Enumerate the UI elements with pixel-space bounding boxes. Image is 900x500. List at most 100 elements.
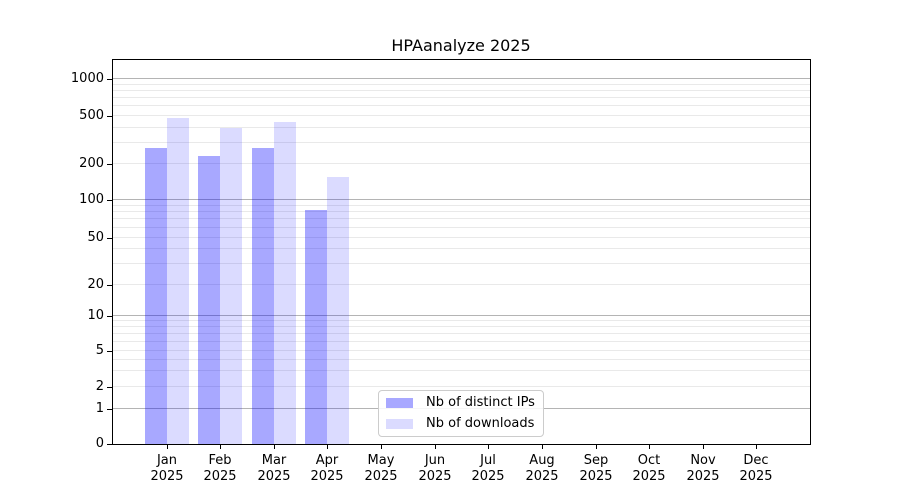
minor-gridline	[113, 326, 810, 327]
y-tick-mark	[107, 409, 112, 410]
minor-gridline	[113, 359, 810, 360]
x-tick-month: Nov	[690, 453, 716, 468]
x-tick-label: Apr 2025	[295, 453, 359, 484]
y-tick-label: 2	[95, 379, 104, 394]
y-tick-label: 50	[87, 230, 104, 245]
legend-label-downloads: Nb of downloads	[426, 415, 535, 431]
y-tick-label: 20	[87, 277, 104, 292]
bar-nb-of-downloads-mar	[274, 122, 296, 444]
bar-nb-of-distinct-ips-apr	[305, 210, 327, 444]
y-tick-mark	[107, 285, 112, 286]
x-tick-month: Aug	[529, 453, 555, 468]
y-tick-mark	[107, 79, 112, 80]
x-tick-mark	[542, 445, 543, 449]
x-tick-mark	[703, 445, 704, 449]
major-gridline	[113, 199, 810, 200]
x-tick-label: Nov 2025	[671, 453, 735, 484]
bar-nb-of-distinct-ips-jan	[145, 148, 167, 444]
x-tick-mark	[274, 445, 275, 449]
x-tick-year: 2025	[739, 468, 773, 484]
x-tick-label: May 2025	[349, 453, 413, 484]
minor-gridline	[113, 163, 810, 164]
x-tick-month: Sep	[583, 453, 609, 468]
y-tick-mark	[107, 444, 112, 445]
y-tick-label: 10	[87, 308, 104, 323]
x-tick-month: Jun	[424, 453, 446, 468]
minor-gridline	[113, 341, 810, 342]
x-tick-mark	[167, 445, 168, 449]
y-tick-label: 1	[95, 401, 104, 416]
legend: Nb of distinct IPs Nb of downloads	[378, 390, 544, 437]
legend-swatch-distinct-ips	[386, 398, 413, 409]
bar-nb-of-downloads-feb	[220, 128, 242, 444]
x-tick-year: 2025	[364, 468, 398, 484]
y-tick-mark	[107, 387, 112, 388]
y-tick-mark	[107, 116, 112, 117]
y-tick-label: 500	[79, 108, 104, 123]
x-tick-year: 2025	[686, 468, 720, 484]
y-tick-label: 1000	[70, 71, 104, 86]
minor-gridline	[113, 386, 810, 387]
x-tick-mark	[756, 445, 757, 449]
x-tick-label: Oct 2025	[617, 453, 681, 484]
x-tick-year: 2025	[471, 468, 505, 484]
x-tick-month: Jan	[156, 453, 178, 468]
x-tick-mark	[381, 445, 382, 449]
x-tick-label: Jul 2025	[456, 453, 520, 484]
legend-label-distinct-ips: Nb of distinct IPs	[426, 395, 535, 411]
x-tick-year: 2025	[257, 468, 291, 484]
minor-gridline	[113, 84, 810, 85]
x-tick-month: Dec	[743, 453, 769, 468]
x-tick-label: Jun 2025	[403, 453, 467, 484]
minor-gridline	[113, 370, 810, 371]
gridlines-layer	[113, 60, 810, 444]
minor-gridline	[113, 263, 810, 264]
minor-gridline	[113, 248, 810, 249]
x-tick-label: Jan 2025	[135, 453, 199, 484]
x-tick-mark	[649, 445, 650, 449]
minor-gridline	[113, 115, 810, 116]
x-tick-label: Mar 2025	[242, 453, 306, 484]
minor-gridline	[113, 320, 810, 321]
minor-gridline	[113, 218, 810, 219]
major-gridline	[113, 78, 810, 79]
minor-gridline	[113, 97, 810, 98]
minor-gridline	[113, 205, 810, 206]
y-tick-label: 100	[79, 192, 104, 207]
x-tick-year: 2025	[579, 468, 613, 484]
minor-gridline	[113, 142, 810, 143]
minor-gridline	[113, 284, 810, 285]
legend-swatch-downloads	[386, 418, 413, 429]
bar-nb-of-distinct-ips-feb	[198, 156, 220, 444]
minor-gridline	[113, 333, 810, 334]
x-tick-year: 2025	[310, 468, 344, 484]
bar-nb-of-downloads-apr	[327, 177, 349, 444]
x-tick-month: May	[367, 453, 395, 468]
y-tick-mark	[107, 200, 112, 201]
x-tick-month: Oct	[637, 453, 661, 468]
bars-layer	[113, 60, 810, 444]
major-gridline	[113, 315, 810, 316]
x-tick-label: Feb 2025	[188, 453, 252, 484]
minor-gridline	[113, 237, 810, 238]
y-tick-mark	[107, 238, 112, 239]
y-tick-label: 5	[95, 343, 104, 358]
minor-gridline	[113, 127, 810, 128]
x-tick-mark	[327, 445, 328, 449]
bar-nb-of-downloads-jan	[167, 118, 189, 444]
y-tick-mark	[107, 351, 112, 352]
y-tick-mark	[107, 316, 112, 317]
x-tick-mark	[488, 445, 489, 449]
x-tick-year: 2025	[418, 468, 452, 484]
x-tick-year: 2025	[632, 468, 666, 484]
minor-gridline	[113, 350, 810, 351]
y-tick-mark	[107, 164, 112, 165]
x-tick-label: Sep 2025	[564, 453, 628, 484]
legend-item-downloads: Nb of downloads	[386, 416, 543, 432]
y-tick-label: 0	[95, 436, 104, 451]
minor-gridline	[113, 90, 810, 91]
x-tick-month: Apr	[315, 453, 339, 468]
x-tick-year: 2025	[525, 468, 559, 484]
x-tick-year: 2025	[150, 468, 184, 484]
